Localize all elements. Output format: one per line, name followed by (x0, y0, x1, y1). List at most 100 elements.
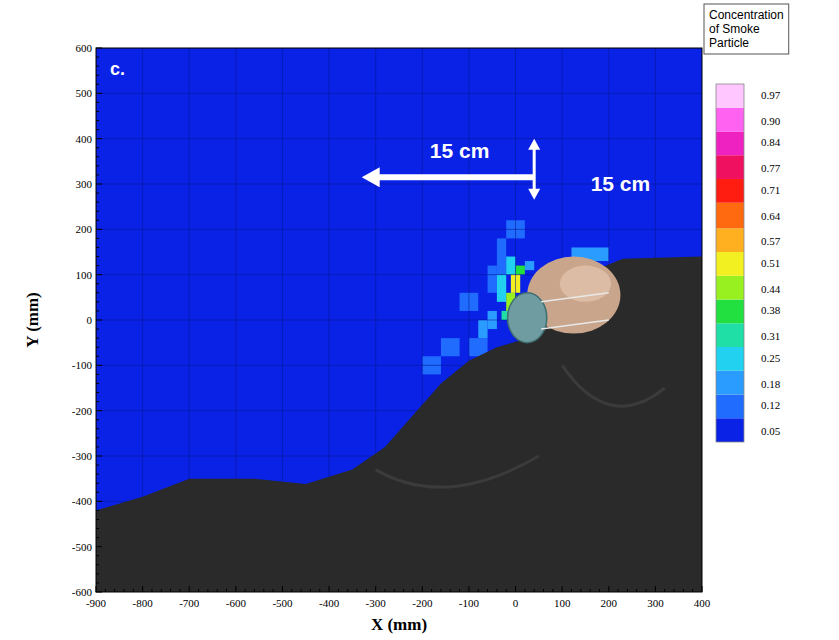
tick-mark (96, 365, 102, 366)
grid-line (96, 138, 702, 139)
minor-tick (151, 589, 152, 592)
minor-tick (96, 57, 99, 58)
minor-tick (96, 573, 99, 574)
minor-tick (96, 247, 99, 248)
tick-mark (282, 586, 283, 592)
minor-tick (96, 582, 99, 583)
x-tick-label: -300 (366, 597, 387, 609)
minor-tick (496, 589, 497, 592)
minor-tick (96, 419, 99, 420)
x-tick-label: -900 (86, 597, 107, 609)
minor-tick (96, 374, 99, 375)
chart: -900-800-700-600-500-400-300-200-1000100… (0, 0, 839, 640)
minor-tick (291, 589, 292, 592)
grid-line (96, 93, 702, 94)
annotation: 15 cm (430, 139, 490, 162)
minor-tick (96, 492, 99, 493)
colorbar-tick-label: 0.84 (761, 136, 781, 148)
blanket-fold (562, 365, 665, 406)
colorbar-tick-label: 0.18 (761, 378, 781, 390)
heat-cell (497, 275, 506, 302)
minor-tick (96, 120, 99, 121)
tick-mark (96, 48, 102, 49)
minor-tick (273, 589, 274, 592)
arrow-head (528, 189, 540, 200)
colorbar-band (716, 395, 744, 419)
plot-frame (96, 48, 702, 592)
minor-tick (357, 589, 358, 592)
heat-cell (488, 266, 497, 293)
y-tick-label: -400 (72, 495, 93, 507)
minor-tick (263, 589, 264, 592)
annotation: 15 cm (591, 172, 651, 195)
minor-tick (96, 383, 99, 384)
colorbar-band (716, 108, 744, 132)
colorbar-band (716, 228, 744, 252)
tick-mark (189, 586, 190, 592)
minor-tick (96, 283, 99, 284)
minor-tick (96, 401, 99, 402)
minor-tick (96, 519, 99, 520)
minor-tick (123, 589, 124, 592)
tick-mark (608, 586, 609, 592)
minor-tick (179, 589, 180, 592)
y-tick-label: -200 (72, 405, 93, 417)
colorbar-tick-label: 0.25 (761, 352, 781, 364)
minor-tick (599, 589, 600, 592)
colorbar-tick-label: 0.77 (761, 162, 781, 174)
minor-tick (450, 589, 451, 592)
x-tick-label: -400 (319, 597, 340, 609)
mask-strap (541, 320, 609, 329)
arrow (533, 149, 536, 190)
minor-tick (170, 589, 171, 592)
minor-tick (431, 589, 432, 592)
colorbar-tick-label: 0.05 (761, 425, 781, 437)
tick-mark (142, 586, 143, 592)
minor-tick (161, 589, 162, 592)
colorbar-tick-label: 0.97 (761, 89, 781, 101)
minor-tick (217, 589, 218, 592)
minor-tick (96, 156, 99, 157)
minor-tick (96, 564, 99, 565)
colorbar-band (716, 203, 744, 229)
minor-tick (310, 589, 311, 592)
minor-tick (692, 589, 693, 592)
colorbar-tick-label: 0.12 (761, 399, 780, 411)
minor-tick (254, 589, 255, 592)
x-tick-label: 0 (513, 597, 519, 609)
minor-tick (590, 589, 591, 592)
mask-strap (541, 293, 609, 302)
x-tick-label: 400 (694, 597, 711, 609)
colorbar-band (716, 84, 744, 108)
minor-tick (96, 165, 99, 166)
colorbar-tick-label: 0.90 (761, 115, 781, 127)
tick-mark (96, 184, 102, 185)
minor-tick (96, 474, 99, 475)
tick-mark (422, 586, 423, 592)
minor-tick (96, 292, 99, 293)
x-tick-label: -200 (412, 597, 433, 609)
minor-tick (403, 589, 404, 592)
minor-tick (394, 589, 395, 592)
minor-tick (96, 392, 99, 393)
minor-tick (338, 589, 339, 592)
minor-tick (459, 589, 460, 592)
minor-tick (96, 483, 99, 484)
tick-mark (96, 410, 102, 411)
minor-tick (543, 589, 544, 592)
heat-cell (516, 266, 525, 275)
minor-tick (114, 589, 115, 592)
minor-tick (96, 256, 99, 257)
minor-tick (347, 589, 348, 592)
x-tick-label: -700 (179, 597, 200, 609)
x-tick-label: -100 (459, 597, 480, 609)
minor-tick (96, 510, 99, 511)
minor-tick (96, 329, 99, 330)
minor-tick (571, 589, 572, 592)
heat-cell (497, 238, 506, 274)
minor-tick (96, 84, 99, 85)
minor-tick (96, 528, 99, 529)
colorbar-band (716, 155, 744, 179)
x-axis-title: X (mm) (371, 615, 427, 634)
minor-tick (96, 202, 99, 203)
